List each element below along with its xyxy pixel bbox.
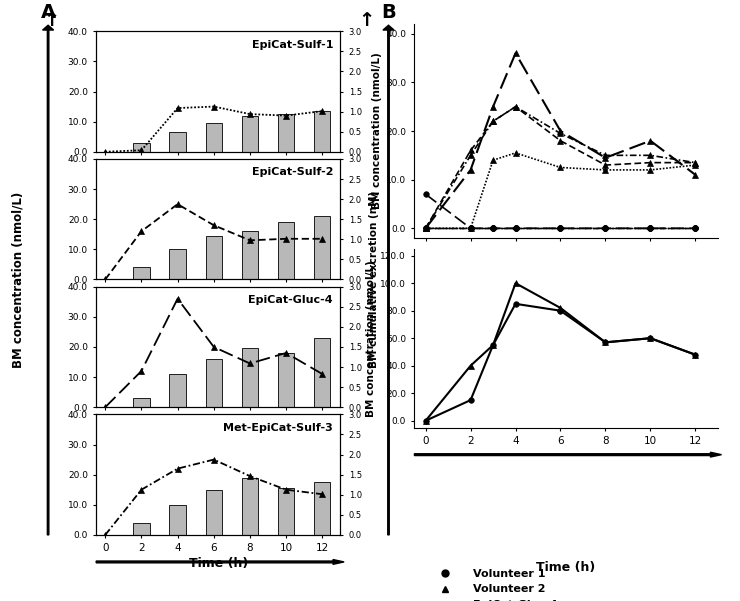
- Bar: [133, 142, 149, 152]
- Bar: [278, 114, 295, 152]
- Bar: [314, 216, 331, 279]
- X-axis label: Time (h): Time (h): [189, 557, 248, 570]
- Text: ↑: ↑: [358, 11, 374, 30]
- Bar: [206, 359, 222, 407]
- Bar: [278, 222, 295, 279]
- Bar: [242, 231, 258, 279]
- Bar: [314, 338, 331, 407]
- Bar: [133, 523, 149, 535]
- Text: B: B: [381, 3, 396, 22]
- Text: BM concentration (nmol/L): BM concentration (nmol/L): [12, 191, 25, 368]
- Bar: [169, 505, 186, 535]
- Bar: [206, 490, 222, 535]
- Y-axis label: BM concentration (nmol/L): BM concentration (nmol/L): [366, 260, 376, 416]
- Text: EpiCat-Gluc-4: EpiCat-Gluc-4: [249, 295, 333, 305]
- Bar: [133, 398, 149, 407]
- Y-axis label: BM concentration (nmol/L): BM concentration (nmol/L): [371, 53, 382, 209]
- Text: Met-EpiCat-Sulf-3: Met-EpiCat-Sulf-3: [223, 423, 333, 433]
- Text: A: A: [41, 3, 56, 22]
- Bar: [278, 488, 295, 535]
- Bar: [206, 236, 222, 279]
- Bar: [169, 374, 186, 407]
- Legend: Volunteer 1, Volunteer 2, EpiCat-Gluc-4, EpiCat-Sulf-1, EpiCat-Sulf-2, Met-EpiCa: Volunteer 1, Volunteer 2, EpiCat-Gluc-4,…: [421, 564, 602, 601]
- Text: EpiCat-Sulf-1: EpiCat-Sulf-1: [252, 40, 333, 50]
- Bar: [242, 349, 258, 407]
- Bar: [169, 249, 186, 279]
- Text: ↑: ↑: [44, 11, 60, 30]
- Bar: [242, 478, 258, 535]
- Text: EpiCat-Sulf-2: EpiCat-Sulf-2: [252, 168, 333, 177]
- Bar: [278, 353, 295, 407]
- Bar: [314, 482, 331, 535]
- Bar: [314, 111, 331, 152]
- Text: BM cumulative excretion (nM): BM cumulative excretion (nM): [369, 191, 379, 368]
- Bar: [242, 115, 258, 152]
- Bar: [169, 132, 186, 152]
- Bar: [133, 267, 149, 279]
- Text: Time (h): Time (h): [536, 561, 596, 575]
- Bar: [206, 123, 222, 152]
